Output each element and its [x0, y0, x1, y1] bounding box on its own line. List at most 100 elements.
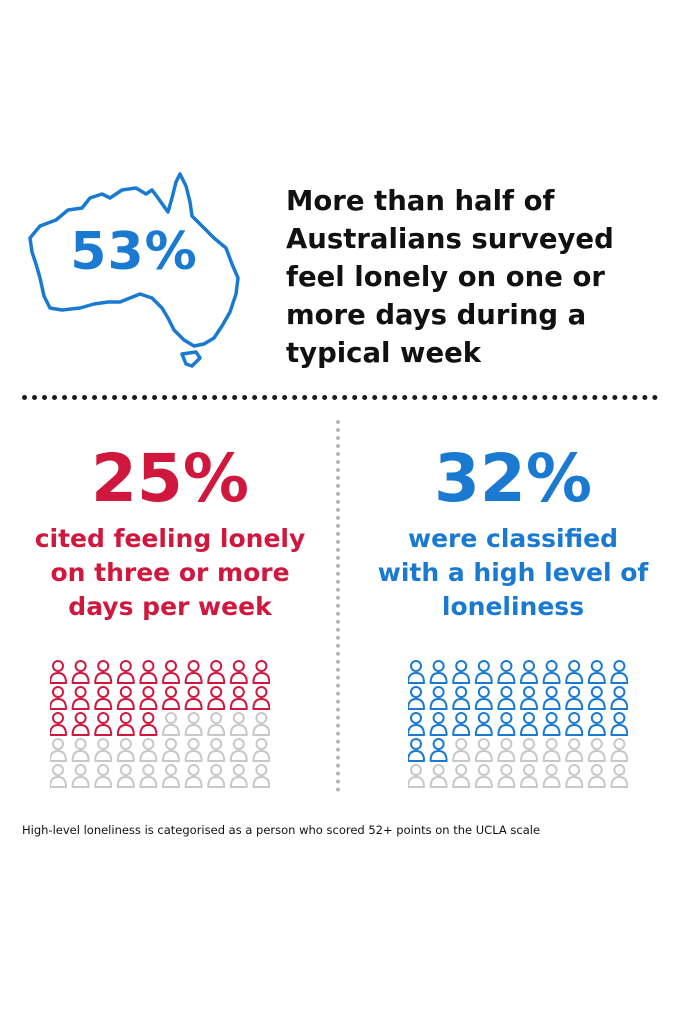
- person-icon: [408, 712, 425, 736]
- person-icon: [520, 738, 538, 762]
- person-icon: [94, 712, 113, 736]
- person-icon: [474, 686, 493, 710]
- person-icon: [429, 764, 448, 788]
- person-icon: [229, 686, 248, 710]
- person-icon: [116, 660, 135, 684]
- person-icon: [116, 738, 135, 762]
- person-icon: [610, 738, 628, 762]
- person-icon: [184, 686, 203, 710]
- person-icon: [252, 712, 270, 736]
- person-icon: [162, 660, 180, 684]
- footnote: High-level loneliness is categorised as …: [22, 823, 541, 837]
- person-icon: [139, 686, 158, 710]
- person-icon: [139, 660, 158, 684]
- person-icon: [50, 738, 67, 762]
- person-icon: [587, 686, 606, 710]
- person-icon: [184, 660, 203, 684]
- person-icon: [71, 686, 90, 710]
- person-icon: [565, 686, 584, 710]
- person-icon: [71, 660, 90, 684]
- person-icon: [162, 712, 180, 736]
- right-stat-percent: 32%: [434, 440, 592, 517]
- person-icon: [50, 686, 67, 710]
- person-icon: [252, 686, 270, 710]
- hero-percent: 53%: [70, 222, 198, 282]
- person-icon: [452, 712, 471, 736]
- person-icon: [497, 738, 516, 762]
- person-icon: [429, 660, 448, 684]
- person-icon: [184, 712, 203, 736]
- person-icon: [520, 686, 538, 710]
- person-icon: [452, 660, 471, 684]
- person-icon: [50, 660, 67, 684]
- person-icon: [207, 712, 226, 736]
- person-icon: [452, 764, 471, 788]
- person-icon: [452, 738, 471, 762]
- person-icon: [408, 660, 425, 684]
- person-icon: [542, 660, 561, 684]
- right-people-grid: [408, 658, 628, 788]
- hero-headline: More than half of Australians surveyed f…: [286, 185, 614, 369]
- person-icon: [520, 764, 538, 788]
- person-icon: [610, 764, 628, 788]
- person-icon: [610, 660, 628, 684]
- person-icon: [587, 712, 606, 736]
- person-icon: [252, 764, 270, 788]
- person-icon: [71, 764, 90, 788]
- person-icon: [229, 712, 248, 736]
- person-icon: [229, 660, 248, 684]
- person-icon: [94, 764, 113, 788]
- person-icon: [94, 660, 113, 684]
- person-icon: [587, 738, 606, 762]
- person-icon: [229, 764, 248, 788]
- person-icon: [565, 712, 584, 736]
- person-icon: [139, 738, 158, 762]
- person-icon: [610, 712, 628, 736]
- person-icon: [116, 764, 135, 788]
- person-icon: [408, 738, 425, 762]
- vertical-divider: [336, 420, 340, 792]
- person-icon: [162, 738, 180, 762]
- person-icon: [207, 660, 226, 684]
- left-stat-percent: 25%: [91, 440, 249, 517]
- person-icon: [50, 712, 67, 736]
- person-icon: [71, 712, 90, 736]
- person-icon: [474, 738, 493, 762]
- person-icon: [94, 738, 113, 762]
- australia-map-outline-icon: [28, 172, 240, 368]
- person-icon: [229, 738, 248, 762]
- person-icon: [116, 712, 135, 736]
- left-stat-caption: cited feeling lonely on three or more da…: [34, 524, 306, 621]
- person-icon: [565, 764, 584, 788]
- right-stat-caption: were classified with a high level of lon…: [377, 524, 649, 621]
- person-icon: [452, 686, 471, 710]
- person-icon: [520, 660, 538, 684]
- person-icon: [50, 764, 67, 788]
- person-icon: [565, 738, 584, 762]
- person-icon: [542, 686, 561, 710]
- person-icon: [474, 764, 493, 788]
- person-icon: [497, 712, 516, 736]
- person-icon: [207, 738, 226, 762]
- person-icon: [408, 764, 425, 788]
- person-icon: [116, 686, 135, 710]
- person-icon: [610, 686, 628, 710]
- person-icon: [184, 764, 203, 788]
- person-icon: [139, 764, 158, 788]
- person-icon: [497, 660, 516, 684]
- person-icon: [497, 764, 516, 788]
- person-icon: [184, 738, 203, 762]
- person-icon: [542, 712, 561, 736]
- person-icon: [474, 712, 493, 736]
- person-icon: [207, 764, 226, 788]
- person-icon: [497, 686, 516, 710]
- person-icon: [587, 660, 606, 684]
- person-icon: [429, 712, 448, 736]
- person-icon: [71, 738, 90, 762]
- person-icon: [565, 660, 584, 684]
- person-icon: [162, 686, 180, 710]
- person-icon: [207, 686, 226, 710]
- person-icon: [252, 738, 270, 762]
- person-icon: [139, 712, 158, 736]
- person-icon: [252, 660, 270, 684]
